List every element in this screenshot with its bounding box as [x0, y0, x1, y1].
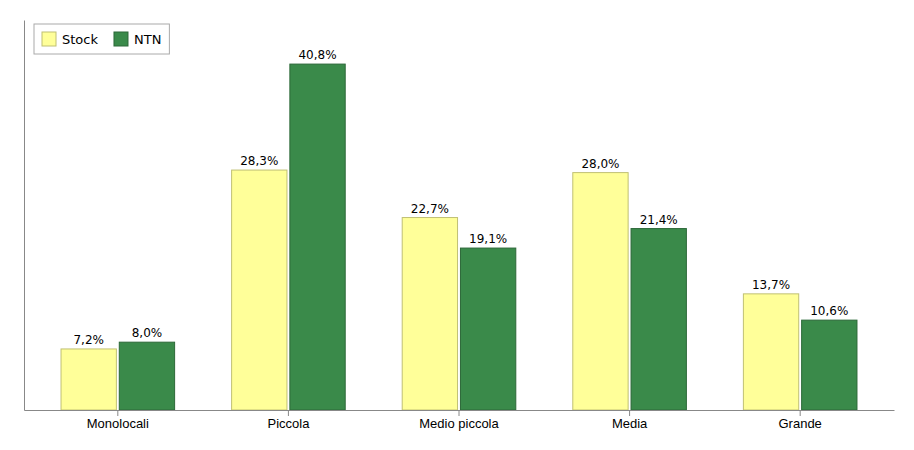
y-axis — [24, 21, 25, 411]
x-tick: Medio piccola — [419, 410, 499, 431]
plot: Monolocali Piccola Medio piccola Media Grand… — [25, 21, 895, 432]
bar — [232, 170, 287, 410]
bar — [573, 173, 628, 410]
legend-item: Stock — [42, 32, 98, 47]
data-label: 40,8% — [298, 48, 336, 62]
legend-label: NTN — [134, 32, 161, 47]
bar — [402, 218, 457, 410]
x-tick-mark — [629, 410, 630, 416]
data-label: 7,2% — [73, 333, 104, 347]
x-tick-label: Piccola — [267, 416, 310, 431]
x-tick-label: Media — [612, 416, 648, 431]
legend: Stock NTN — [34, 24, 169, 54]
data-label: 22,7% — [411, 202, 449, 216]
data-label: 28,3% — [240, 154, 278, 168]
legend-swatch — [114, 32, 128, 46]
x-tick-label: Grande — [778, 416, 821, 431]
legend-swatch — [42, 32, 56, 46]
data-label: 28,0% — [581, 157, 619, 171]
legend-frame — [34, 24, 169, 54]
bar — [802, 320, 857, 410]
bar — [743, 294, 798, 410]
x-tick-label: Medio piccola — [419, 416, 499, 431]
x-axis: Monolocali Piccola Medio piccola Media Grand… — [25, 410, 895, 431]
bar — [119, 342, 174, 410]
bar — [61, 349, 116, 410]
data-label: 19,1% — [469, 232, 507, 246]
x-tick: Media — [612, 410, 648, 431]
x-tick-label: Monolocali — [87, 416, 149, 431]
legend-item: NTN — [114, 32, 161, 47]
legend-label: Stock — [62, 32, 98, 47]
bar — [290, 64, 345, 410]
bars — [61, 64, 857, 410]
x-tick-mark — [459, 410, 460, 416]
x-tick: Grande — [778, 410, 821, 431]
data-label: 13,7% — [752, 278, 790, 292]
x-tick-mark — [800, 410, 801, 416]
y-axis-line — [24, 21, 25, 411]
bar — [631, 229, 686, 410]
data-label: 8,0% — [132, 326, 163, 340]
legend-items: Stock NTN — [42, 32, 161, 47]
bar — [460, 248, 515, 410]
x-tick: Monolocali — [87, 410, 149, 431]
x-tick: Piccola — [267, 410, 310, 431]
x-tick-mark — [288, 410, 289, 416]
data-label: 10,6% — [810, 304, 848, 318]
chart: Monolocali Piccola Medio piccola Media Grand… — [0, 0, 914, 450]
data-label: 21,4% — [640, 213, 678, 227]
x-tick-mark — [117, 410, 118, 416]
data-labels: 7,2% 28,3% 22,7% 28,0% 13,7% 8,0% 40,8% 19,1% 21… — [73, 48, 848, 347]
